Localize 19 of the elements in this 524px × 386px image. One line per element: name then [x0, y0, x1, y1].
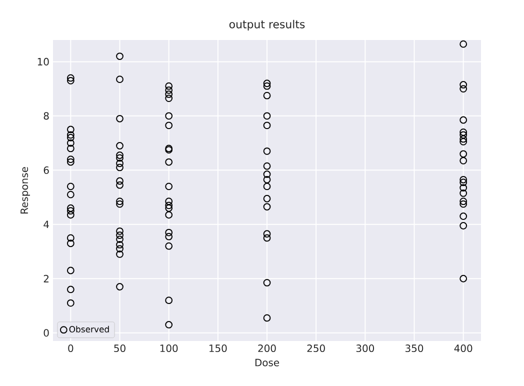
- x-tick-label: 50: [114, 344, 126, 352]
- chart-title: output results: [229, 20, 305, 30]
- x-tick-label: 100: [160, 344, 178, 352]
- y-tick-label: 10: [38, 58, 49, 66]
- x-tick-label: 0: [68, 344, 74, 352]
- y-tick-label: 4: [44, 220, 49, 228]
- x-tick-label: 200: [258, 344, 276, 352]
- legend-label: Observed: [69, 326, 109, 332]
- x-axis-title: Dose: [255, 358, 280, 366]
- y-tick-label: 8: [44, 112, 49, 120]
- y-axis-title: Response: [20, 167, 30, 214]
- y-tick-label: 6: [44, 166, 49, 174]
- x-tick-label: 300: [356, 344, 374, 352]
- x-tick-label: 350: [406, 344, 424, 352]
- x-tick-label: 250: [307, 344, 325, 352]
- y-tick-label: 0: [44, 329, 49, 337]
- x-tick-label: 150: [210, 344, 227, 352]
- y-tick-label: 2: [44, 274, 48, 282]
- x-tick-label: 400: [454, 344, 472, 352]
